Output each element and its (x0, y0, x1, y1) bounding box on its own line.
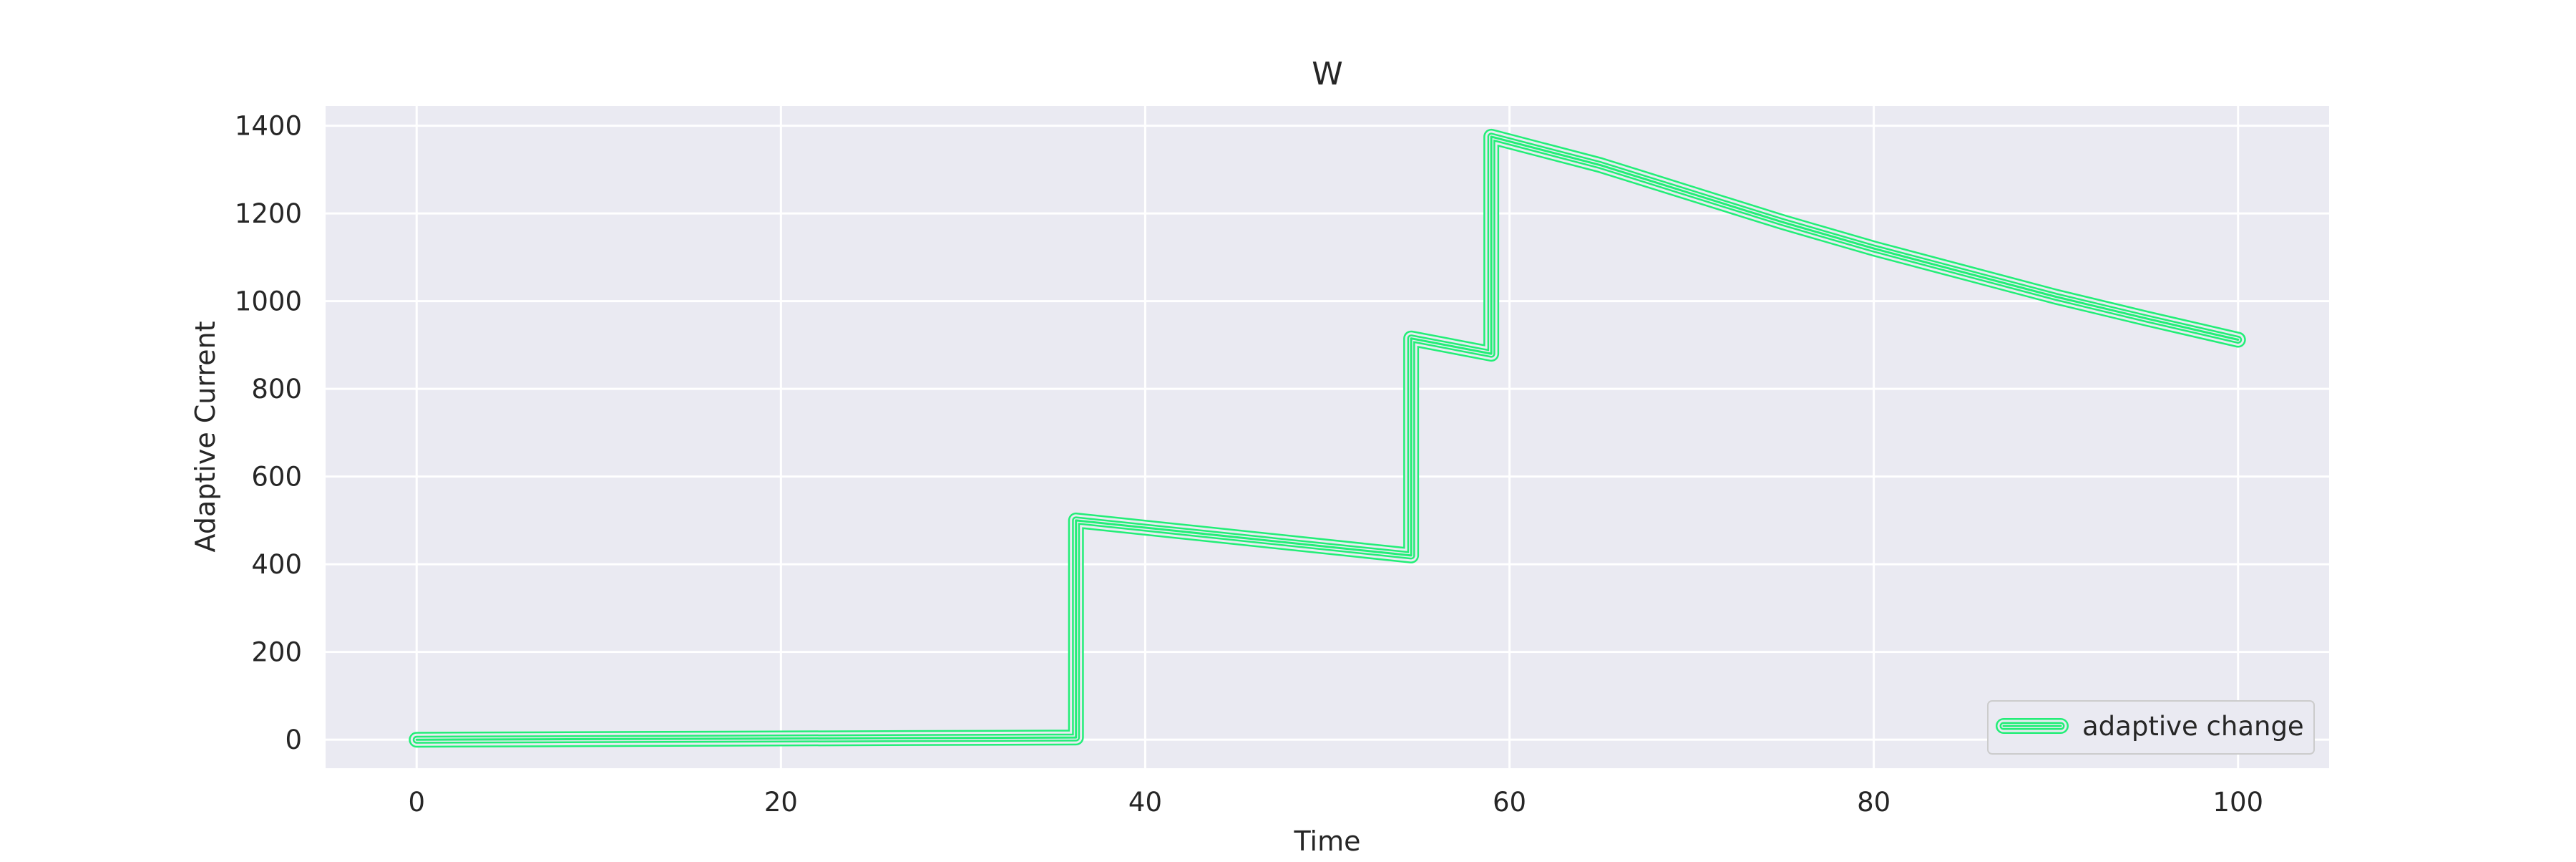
series-line (415, 135, 2240, 741)
y-tick-label: 1200 (235, 198, 302, 229)
x-tick-label: 0 (408, 787, 425, 818)
y-tick-label: 1400 (235, 111, 302, 142)
x-tick-label: 100 (2212, 787, 2263, 818)
plot-background (326, 106, 2329, 768)
series-layer (409, 128, 2246, 748)
grid-lines (326, 106, 2329, 768)
y-tick-label: 1000 (235, 286, 302, 317)
y-tick-label: 400 (251, 549, 302, 580)
x-tick-label: 40 (1128, 787, 1162, 818)
x-axis-label: Time (1294, 825, 1361, 857)
y-tick-label: 200 (251, 637, 302, 668)
x-tick-label: 20 (764, 787, 798, 818)
x-tick-label: 60 (1493, 787, 1526, 818)
y-tick-label: 600 (251, 462, 302, 493)
chart-title: W (1312, 56, 1343, 92)
y-axis-label: Adaptive Current (190, 321, 221, 553)
y-tick-label: 0 (285, 725, 302, 755)
y-tick-label: 800 (251, 374, 302, 405)
legend-box (1987, 700, 2315, 755)
x-tick-label: 80 (1857, 787, 1890, 818)
legend-label: adaptive change (2082, 711, 2304, 742)
legend: adaptive change (1987, 700, 2315, 755)
